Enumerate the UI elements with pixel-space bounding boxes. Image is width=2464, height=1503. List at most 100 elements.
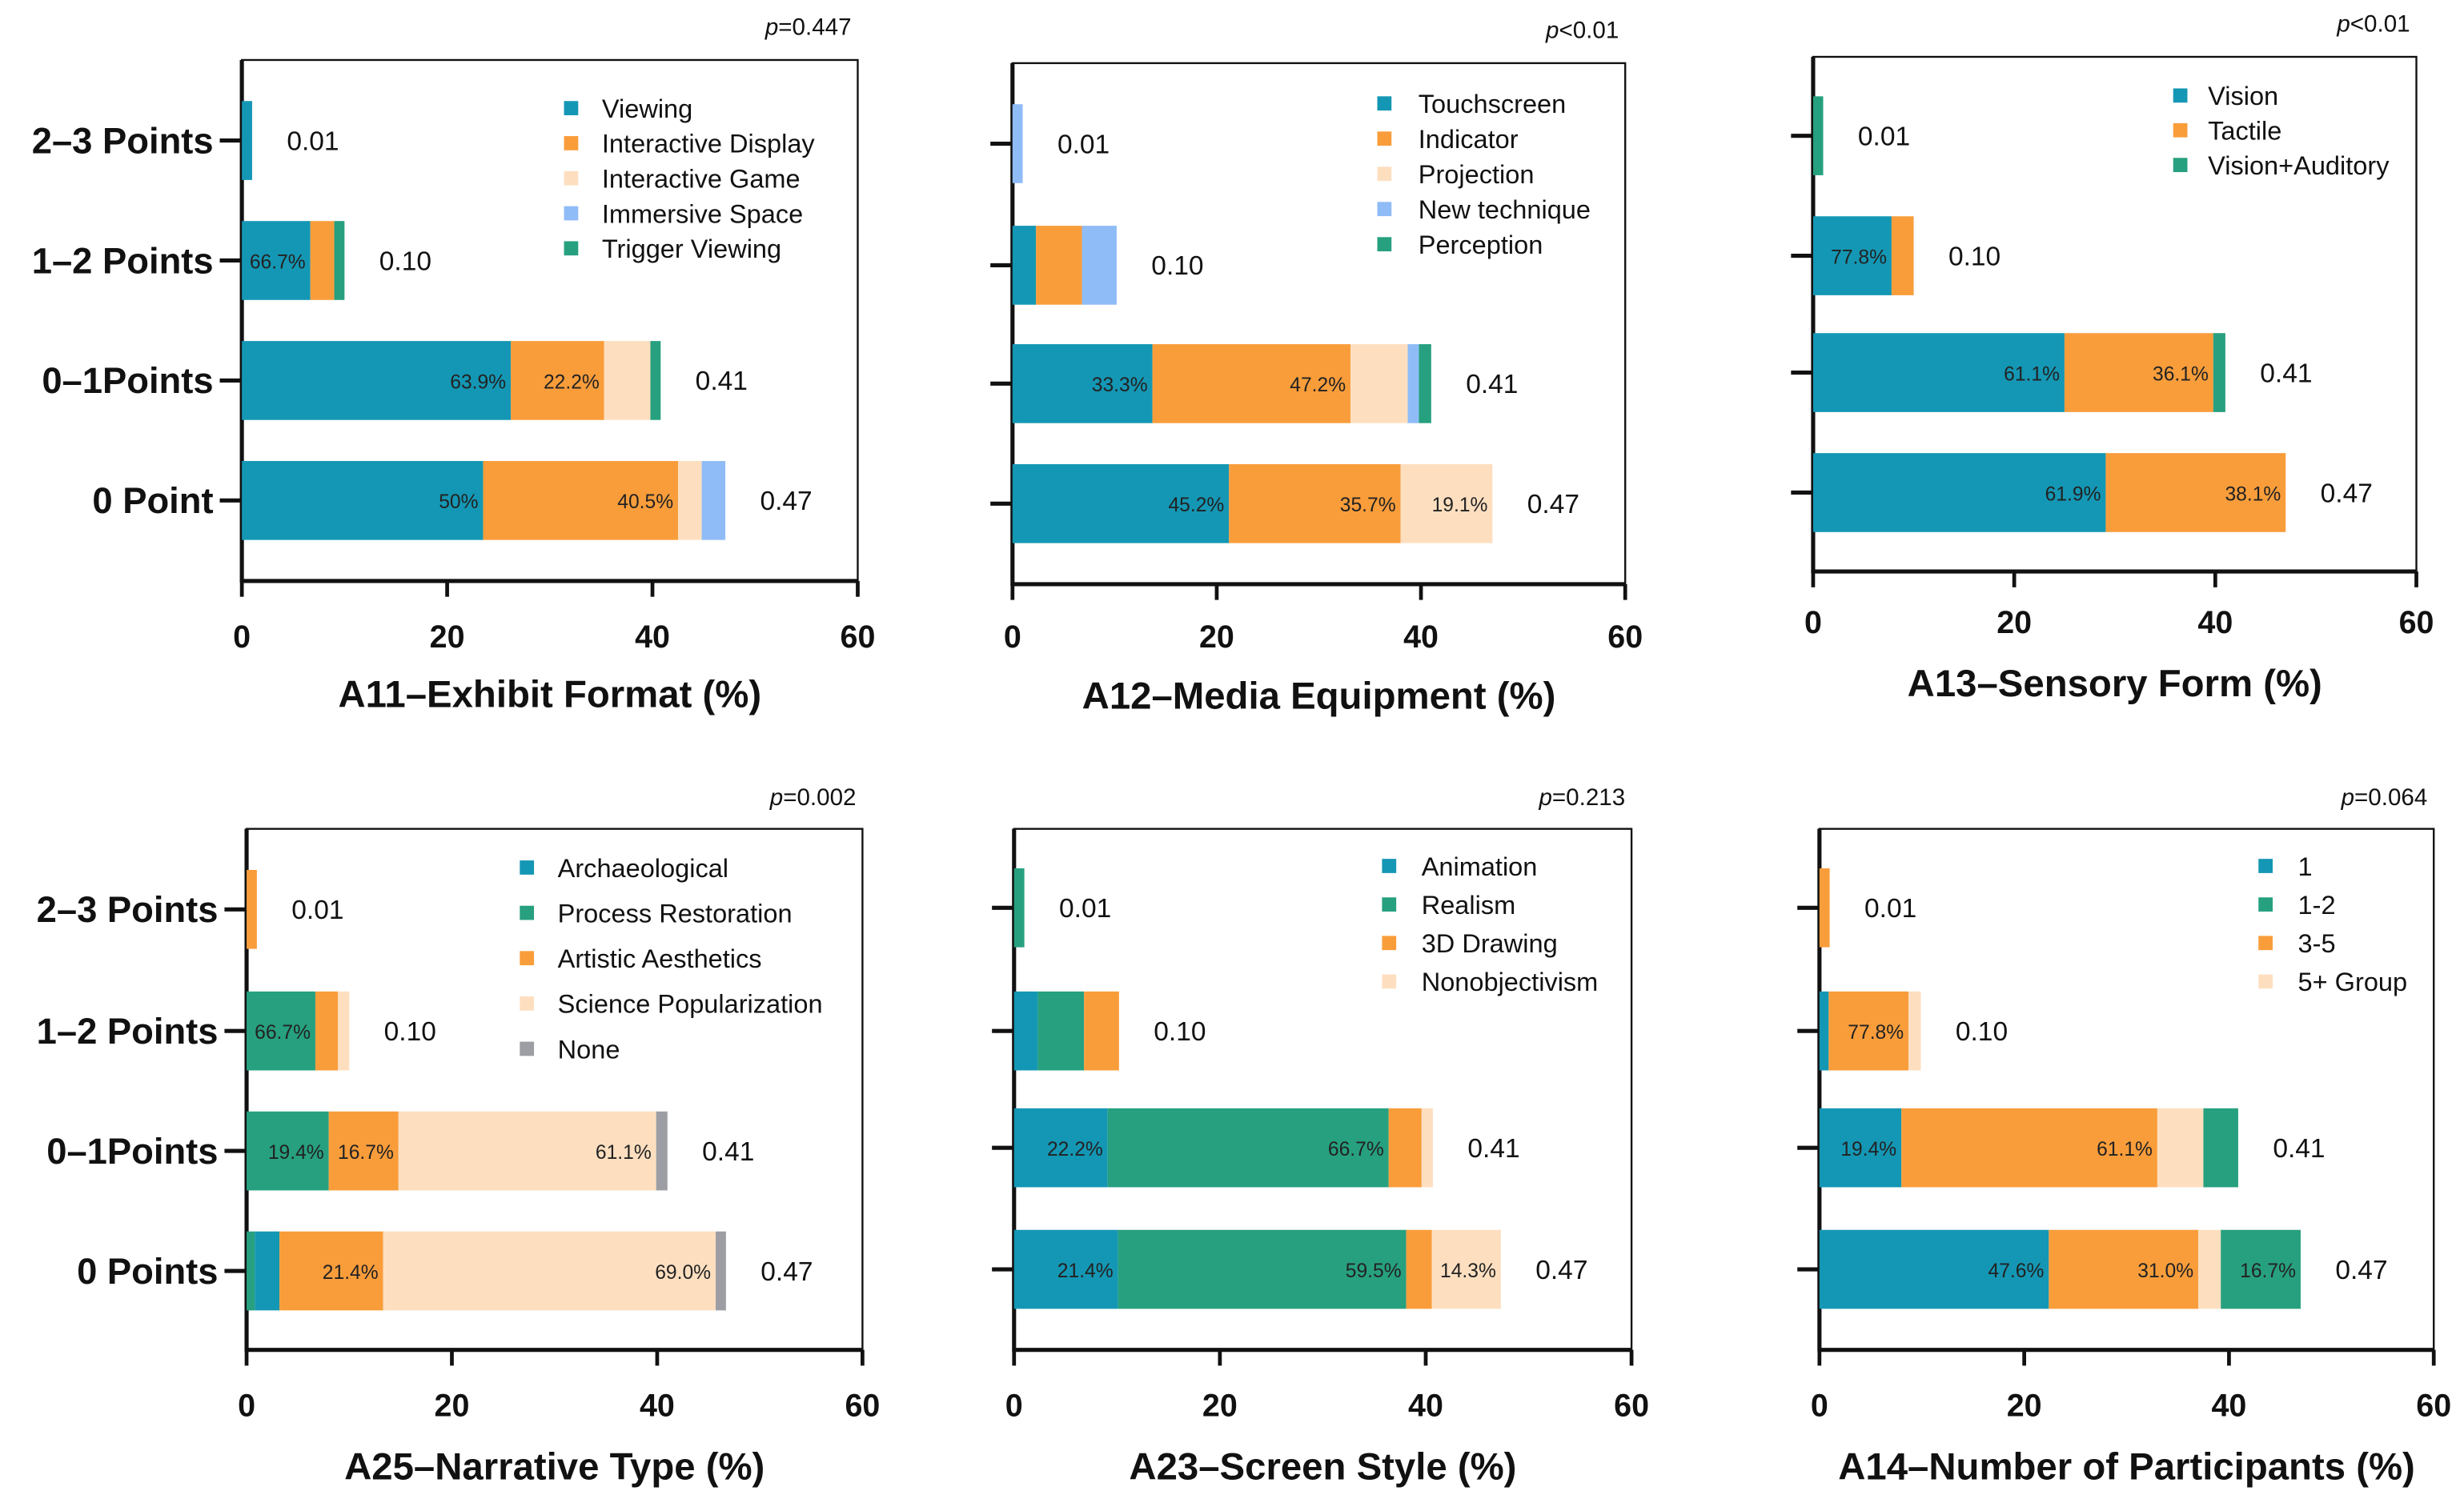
legend-label: 5+ Group xyxy=(2298,968,2408,996)
data-label: 47.6% xyxy=(1988,1261,2045,1282)
legend-swatch xyxy=(564,170,579,186)
data-label: 33.3% xyxy=(1092,375,1148,396)
legend-label: Projection xyxy=(1419,160,1535,189)
x-tick-label: 60 xyxy=(2399,605,2434,640)
data-label: 61.9% xyxy=(2045,483,2101,505)
legend-label: Perception xyxy=(1419,230,1543,259)
x-axis-title: A13–Sensory Form (%) xyxy=(1908,663,2322,705)
bar-segment xyxy=(604,341,651,420)
bar-segment xyxy=(1037,991,1085,1071)
legend-swatch xyxy=(2258,974,2273,989)
x-tick-label: 40 xyxy=(1403,619,1439,655)
total-label: 0.47 xyxy=(2321,479,2373,508)
bar-segment xyxy=(1419,344,1431,423)
total-label: 0.01 xyxy=(291,896,343,925)
x-tick-label: 40 xyxy=(1408,1389,1443,1424)
p-value: p=0.064 xyxy=(2341,784,2428,811)
total-label: 0.41 xyxy=(2273,1134,2325,1164)
legend: Animation Realism 3D Drawing Nonobjectivism xyxy=(1382,852,1598,996)
y-tick-label: 0 Points xyxy=(77,1251,218,1292)
legend-label: New technique xyxy=(1419,195,1591,224)
legend-swatch xyxy=(564,241,579,256)
y-tick-label: 0–1Points xyxy=(46,1131,218,1172)
bar-segment xyxy=(1891,216,1914,295)
bar-segment xyxy=(310,221,335,300)
legend-swatch xyxy=(1377,202,1392,217)
p-value: p=0.002 xyxy=(769,784,857,811)
bar-segment xyxy=(383,1231,716,1311)
bar-segment xyxy=(716,1231,726,1311)
legend-swatch xyxy=(2173,158,2188,173)
chart-panel-2: 0 20 40 60 A12–Media Equipment (%) p<0.01 Touc… xyxy=(990,17,1643,718)
data-label: 19.4% xyxy=(1840,1139,1896,1160)
legend-label: 1 xyxy=(2298,852,2313,881)
legend-label: None xyxy=(558,1035,620,1064)
data-label: 47.2% xyxy=(1290,375,1346,396)
legend: Archaeological Process Restoration Artisti… xyxy=(520,854,823,1064)
data-label: 59.5% xyxy=(1346,1261,1402,1282)
total-label: 0.41 xyxy=(1467,1134,1519,1164)
legend-swatch xyxy=(2173,122,2188,138)
legend-swatch xyxy=(1382,859,1397,873)
total-label: 0.47 xyxy=(1535,1256,1587,1285)
total-label: 0.10 xyxy=(384,1017,436,1047)
x-tick-label: 40 xyxy=(640,1389,675,1424)
legend-swatch xyxy=(2258,897,2273,912)
data-label: 16.7% xyxy=(338,1142,394,1164)
legend-label: Process Restoration xyxy=(558,899,793,928)
legend-label: 1-2 xyxy=(2298,891,2336,920)
bar-segment xyxy=(328,1111,399,1191)
legend-swatch xyxy=(2173,88,2188,103)
data-label: 77.8% xyxy=(1848,1022,1904,1044)
bar-segment xyxy=(701,461,726,540)
bar-segment xyxy=(315,991,339,1071)
y-tick-label: 2–3 Points xyxy=(37,889,219,930)
legend-swatch xyxy=(2258,936,2273,951)
y-tick-label: 1–2 Points xyxy=(32,240,214,281)
bar-segment xyxy=(1388,1108,1422,1188)
x-tick-label: 60 xyxy=(2416,1389,2451,1424)
legend-swatch xyxy=(1382,897,1397,912)
x-tick-label: 20 xyxy=(1199,619,1234,655)
total-label: 0.41 xyxy=(2260,359,2312,388)
bar-segment xyxy=(1812,96,1824,175)
bar-segment xyxy=(2198,1229,2221,1309)
total-label: 0.41 xyxy=(1466,370,1518,399)
x-axis-title: A25–Narrative Type (%) xyxy=(344,1445,764,1488)
data-label: 21.4% xyxy=(1057,1261,1114,1282)
legend-label: Indicator xyxy=(1419,125,1519,154)
bar-segment xyxy=(398,1111,656,1191)
total-label: 0.10 xyxy=(1154,1017,1206,1047)
y-tick-label: 0 Point xyxy=(92,480,213,521)
legend-swatch xyxy=(564,101,579,116)
legend-label: Interactive Game xyxy=(602,165,801,194)
x-tick-label: 60 xyxy=(1614,1389,1649,1424)
bar-segment xyxy=(1013,991,1038,1071)
total-label: 0.10 xyxy=(1151,251,1203,281)
x-tick-label: 20 xyxy=(1996,605,2032,640)
total-label: 0.01 xyxy=(1057,130,1110,159)
x-tick-label: 0 xyxy=(1004,619,1021,655)
total-label: 0.10 xyxy=(1948,242,2000,271)
p-value: p=0.213 xyxy=(1538,784,1625,811)
x-tick-label: 40 xyxy=(2211,1389,2246,1424)
data-label: 16.7% xyxy=(2240,1261,2296,1282)
bar-segment xyxy=(650,341,661,420)
y-tick-label: 2–3 Points xyxy=(32,120,214,161)
chart-panel-3: 0 20 40 60 A13–Sensory Form (%) p<0.01 Vision T… xyxy=(1791,10,2434,705)
bar-segment xyxy=(247,1111,329,1191)
bar-segment xyxy=(247,869,257,949)
bar-segment xyxy=(1421,1108,1433,1188)
bar-segment xyxy=(1431,1229,1501,1309)
p-value: p<0.01 xyxy=(1545,17,1619,43)
x-tick-label: 20 xyxy=(430,619,465,655)
bar-segment xyxy=(1812,216,1892,295)
x-tick-label: 40 xyxy=(635,619,670,655)
bar-segment xyxy=(1012,344,1153,423)
bar-segment xyxy=(242,221,311,300)
legend-label: Animation xyxy=(1422,852,1538,881)
data-label: 66.7% xyxy=(250,251,306,273)
bar-segment xyxy=(2105,453,2286,532)
legend: 1 1-2 3-5 5+ Group xyxy=(2258,852,2407,996)
